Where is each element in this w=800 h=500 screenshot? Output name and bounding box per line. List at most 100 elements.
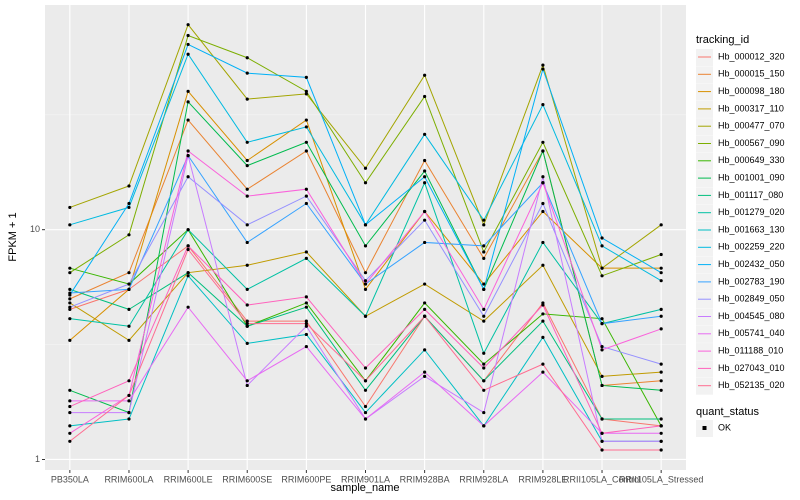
x-axis-label: sample_name <box>330 482 399 494</box>
point <box>304 140 308 144</box>
point <box>659 252 663 257</box>
x-tick-label: RRII105LA_Control <box>563 474 641 484</box>
point <box>304 125 308 129</box>
point <box>245 322 249 326</box>
legend-label: Hb_002259_220 <box>718 242 785 252</box>
point <box>68 424 72 428</box>
point <box>68 307 72 311</box>
point <box>600 344 604 349</box>
point <box>423 181 427 185</box>
x-tick-label: RRIM600LA <box>104 474 153 484</box>
point <box>186 23 190 27</box>
point <box>600 383 604 388</box>
point <box>541 362 545 366</box>
legend-label: Hb_000098_180 <box>718 86 785 96</box>
point <box>482 388 486 392</box>
point <box>304 149 308 153</box>
point <box>68 291 72 295</box>
point <box>186 271 190 275</box>
point <box>68 305 72 309</box>
point <box>600 317 604 321</box>
point <box>245 187 249 191</box>
point <box>363 410 368 415</box>
point <box>304 319 308 323</box>
point <box>482 218 486 222</box>
point <box>68 301 72 305</box>
point <box>127 201 131 206</box>
point <box>423 307 427 311</box>
point <box>423 158 427 163</box>
point <box>482 351 486 355</box>
point <box>541 181 545 185</box>
point <box>423 175 427 179</box>
point <box>423 209 427 214</box>
point-legend-title: quant_status <box>696 406 759 418</box>
point <box>600 348 604 352</box>
point <box>245 383 249 388</box>
point <box>186 33 190 38</box>
point <box>659 362 663 366</box>
point <box>127 233 131 237</box>
point <box>600 266 604 270</box>
point <box>659 327 663 331</box>
point <box>541 175 545 179</box>
point <box>541 201 545 206</box>
point <box>68 431 72 435</box>
point <box>600 431 604 435</box>
point <box>423 370 427 374</box>
point <box>541 140 545 144</box>
point <box>659 307 663 311</box>
y-tick-label: 10 <box>30 224 40 234</box>
point <box>423 218 427 222</box>
point <box>600 374 604 378</box>
point <box>68 223 72 227</box>
point <box>363 287 368 291</box>
point <box>363 417 368 421</box>
point <box>363 271 368 275</box>
point <box>482 366 486 370</box>
legend-title: tracking_id <box>696 34 749 46</box>
x-tick-label: RRIM600LE <box>164 474 213 484</box>
point <box>659 279 663 283</box>
point <box>186 274 190 278</box>
point <box>482 244 486 248</box>
point <box>245 140 249 144</box>
legend-label: Hb_027043_010 <box>718 363 785 373</box>
legend-label: Hb_000015_150 <box>718 69 785 79</box>
point <box>363 282 368 286</box>
point <box>186 247 190 252</box>
point <box>245 240 249 245</box>
point <box>304 194 308 198</box>
point <box>659 388 663 392</box>
x-tick-label: RRIM928LE <box>518 474 567 484</box>
x-tick-label: RRIM600PE <box>281 474 331 484</box>
point <box>600 417 604 421</box>
point <box>127 205 131 210</box>
point <box>482 250 486 254</box>
point <box>304 92 308 96</box>
point <box>541 103 545 107</box>
point <box>68 338 72 342</box>
y-axis-label: FPKM + 1 <box>7 212 19 261</box>
point <box>186 100 190 104</box>
point <box>363 223 368 227</box>
point <box>482 319 486 323</box>
point <box>304 89 308 93</box>
point-legend-label: OK <box>718 422 731 432</box>
y-tick-label: 1 <box>35 454 40 464</box>
point <box>245 56 249 60</box>
point <box>600 322 604 326</box>
point <box>245 223 249 227</box>
point <box>186 52 190 56</box>
x-tick-label: PB350LA <box>51 474 89 484</box>
point <box>186 118 190 122</box>
point <box>541 209 545 214</box>
point <box>482 282 486 286</box>
point <box>482 410 486 415</box>
point <box>127 338 131 342</box>
point <box>245 324 249 328</box>
point <box>127 271 131 275</box>
point <box>363 181 368 185</box>
point <box>423 132 427 136</box>
point <box>423 301 427 305</box>
